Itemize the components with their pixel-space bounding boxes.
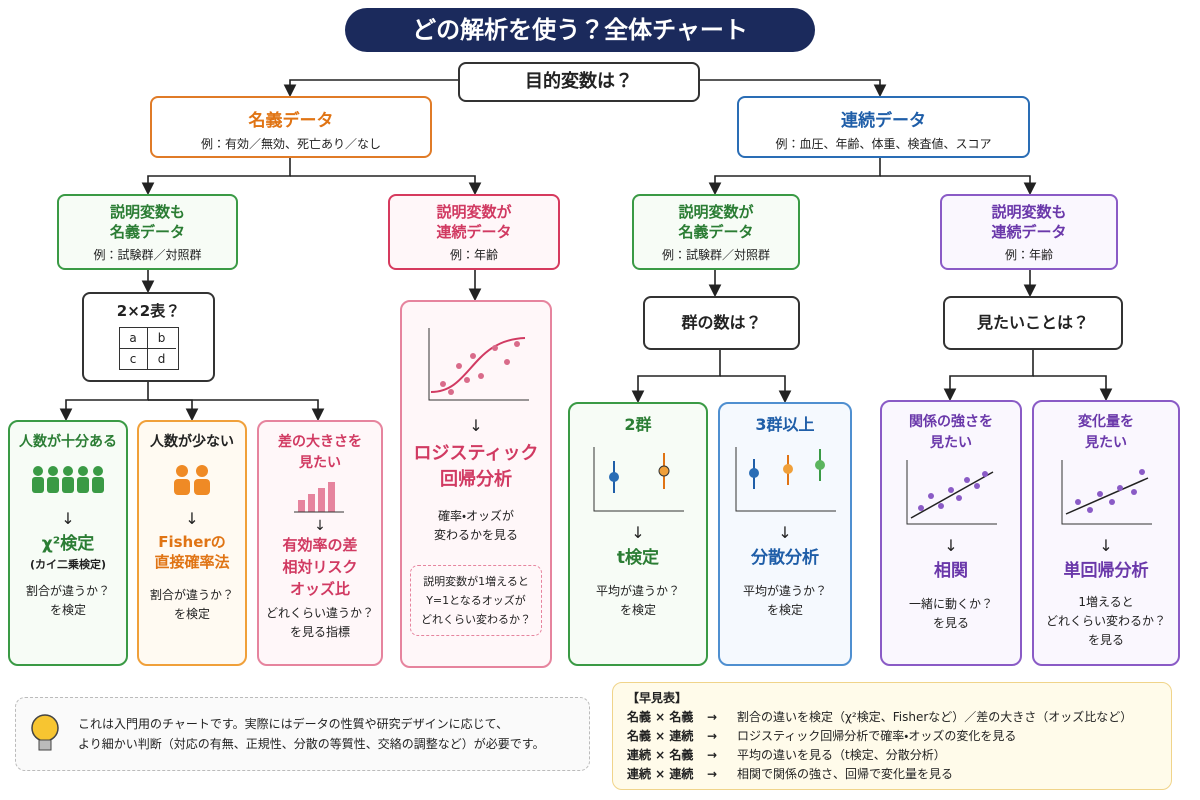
quick-cell: 名義 × 連続 [627,729,694,743]
explanatory-node: 説明変数も 名義データ 例：試験群／対照群 [57,194,238,270]
condition: 人数が少ない [150,434,234,450]
method: ロジスティック 回帰分析 [413,443,539,490]
node-example: 例：試験群／対照群 [93,248,202,262]
method-card: 差の大きさを 見たい ↓ 有効率の差 相対リスク オッズ比 どれくらい違うか？ … [257,420,383,666]
quick-row: 名義 × 連続 → ロジスティック回帰分析で確率・オッズの変化を見る [627,727,1157,746]
purpose: 平均が違うか？ を検定 [595,584,680,617]
logistic-icon [428,328,529,401]
quick-cell: 連続 × 連続 [627,767,694,781]
branch-example: 例：血圧、年齢、体重、検査値、スコア [775,137,992,151]
cell: a [119,328,148,349]
purpose: どれくらい違うか？ を見る指標 [265,606,374,639]
method-card: ↓ ロジスティック 回帰分析 確率・オッズが 変わるかを見る 説明変数が1増える… [400,300,552,668]
quick-row: 名義 × 名義 → 割合の違いを検定（χ²検定、Fisherなど）／差の大きさ（オッ… [627,708,1157,727]
people-icon [174,465,210,495]
method-card: 3群以上 ↓ 分散分析 平均が違うか？ を検定 [718,402,852,666]
method-note: (カイ二乗検定) [29,558,107,571]
cell: d [157,352,166,366]
node-example: 例：年齢 [449,248,498,262]
scatter-icon [906,460,997,525]
condition: 関係の強さを 見たい [909,414,993,451]
method: Fisherの 直接確率法 [154,533,230,571]
note-text: これは入門用のチャートです。実際にはデータの性質や研究デザインに応じて、 より細… [78,717,545,751]
question-2x2: 2×2表？ a b c d [82,292,215,382]
bar-icon [294,482,344,513]
branch-label: 連続データ [841,111,926,131]
quick-cell: 名義 × 名義 [627,710,694,724]
quick-cell: 割合の違いを検定（χ²検定、Fisherなど）／差の大きさ（オッズ比など） [737,710,1133,724]
quick-table: 【早見表】 名義 × 名義 → 割合の違いを検定（χ²検定、Fisherなど）／差の… [612,682,1172,790]
node-example: 例：試験群／対照群 [661,248,770,262]
bulb-icon [31,714,59,751]
mini-table: a b c d [118,327,179,370]
quick-cell: → [707,710,718,724]
method: 単回帰分析 [1063,561,1149,581]
question-purpose: 見たいことは？ [943,296,1123,350]
method-card: 人数が少ない ↓ Fisherの 直接確率法 割合が違うか？ を検定 [137,420,247,666]
purpose: 平均が違うか？ を検定 [742,584,827,617]
quick-cell: 連続 × 名義 [627,748,694,762]
method: χ²検定 [41,534,95,554]
quick-cell: → [707,748,718,762]
note-box: これは入門用のチャートです。実際にはデータの性質や研究デザインに応じて、 より細… [15,697,590,771]
method-card: 2群 ↓ t検定 平均が違うか？ を検定 [568,402,708,666]
node-label: 説明変数が 名義データ [678,203,754,241]
errorbar-icon [735,447,836,512]
branch-nominal: 名義データ 例：有効／無効、死亡あり／なし [150,96,432,158]
people-icon [32,466,104,493]
quick-row: 連続 × 連続 → 相関で関係の強さ、回帰で変化量を見る [627,765,1157,784]
quick-cell: 相関で関係の強さ、回帰で変化量を見る [737,767,954,781]
purpose: 割合が違うか？ を検定 [149,588,234,621]
purpose: 確率・オッズが 変わるかを見る [433,509,518,542]
node-label: 説明変数が 連続データ [436,203,512,241]
branch-label: 名義データ [248,111,334,131]
purpose: 割合が違うか？ を検定 [25,584,110,617]
condition: 差の大きさを 見たい [278,434,362,471]
cell: b [147,328,176,349]
quick-title: 【早見表】 [627,691,688,705]
condition: 3群以上 [755,415,815,434]
purpose: 1増えると どれくらい変わるか？ を見る [1045,595,1166,647]
logistic-note: 説明変数が1増えると Y=1となるオッズが どれくらい変わるか？ [410,565,542,636]
branch-continuous: 連続データ 例：血圧、年齢、体重、検査値、スコア [737,96,1030,158]
method-card: 人数が十分ある ↓ χ²検定 (カイ二乗検定) 割合が違うか？ を検定 [8,420,128,666]
purpose: 一緒に動くか？ を見る [908,597,993,630]
explanatory-node: 説明変数が 連続データ 例：年齢 [388,194,560,270]
method-card: 変化量を 見たい ↓ 単回帰分析 1増えると どれくらい変わるか？ を見る [1032,400,1180,666]
scatter-icon [1061,460,1152,525]
condition: 変化量を 見たい [1078,414,1134,451]
title: どの解析を使う？全体チャート [345,8,815,52]
condition: 2群 [624,415,652,434]
quick-row: 連続 × 名義 → 平均の違いを見る（t検定、分散分析） [627,746,1157,765]
question-groups: 群の数は？ [643,296,800,350]
method: 分散分析 [751,548,819,568]
root-node: 目的変数は？ [458,62,700,102]
branch-example: 例：有効／無効、死亡あり／なし [200,137,381,151]
question-label: 2×2表？ [116,302,181,320]
errorbar-icon [593,447,684,512]
quick-rows: 名義 × 名義 → 割合の違いを検定（χ²検定、Fisherなど）／差の大きさ（オッ… [627,708,1157,784]
method: t検定 [616,548,660,568]
quick-cell: ロジスティック回帰分析で確率・オッズの変化を見る [737,729,1017,743]
node-label: 説明変数も 連続データ [991,203,1067,241]
quick-cell: → [707,729,718,743]
quick-cell: → [707,767,718,781]
method: 有効率の差 相対リスク オッズ比 [282,536,358,598]
cell: c [120,349,148,369]
node-label: 説明変数も 名義データ [109,203,185,241]
method: 相関 [934,561,968,581]
quick-cell: 平均の違いを見る（t検定、分散分析） [737,748,946,762]
node-example: 例：年齢 [1004,248,1053,262]
condition: 人数が十分ある [19,434,117,450]
explanatory-node: 説明変数が 名義データ 例：試験群／対照群 [632,194,800,270]
explanatory-node: 説明変数も 連続データ 例：年齢 [940,194,1118,270]
method-card: 関係の強さを 見たい ↓ 相関 一緒に動くか？ を見る [880,400,1022,666]
